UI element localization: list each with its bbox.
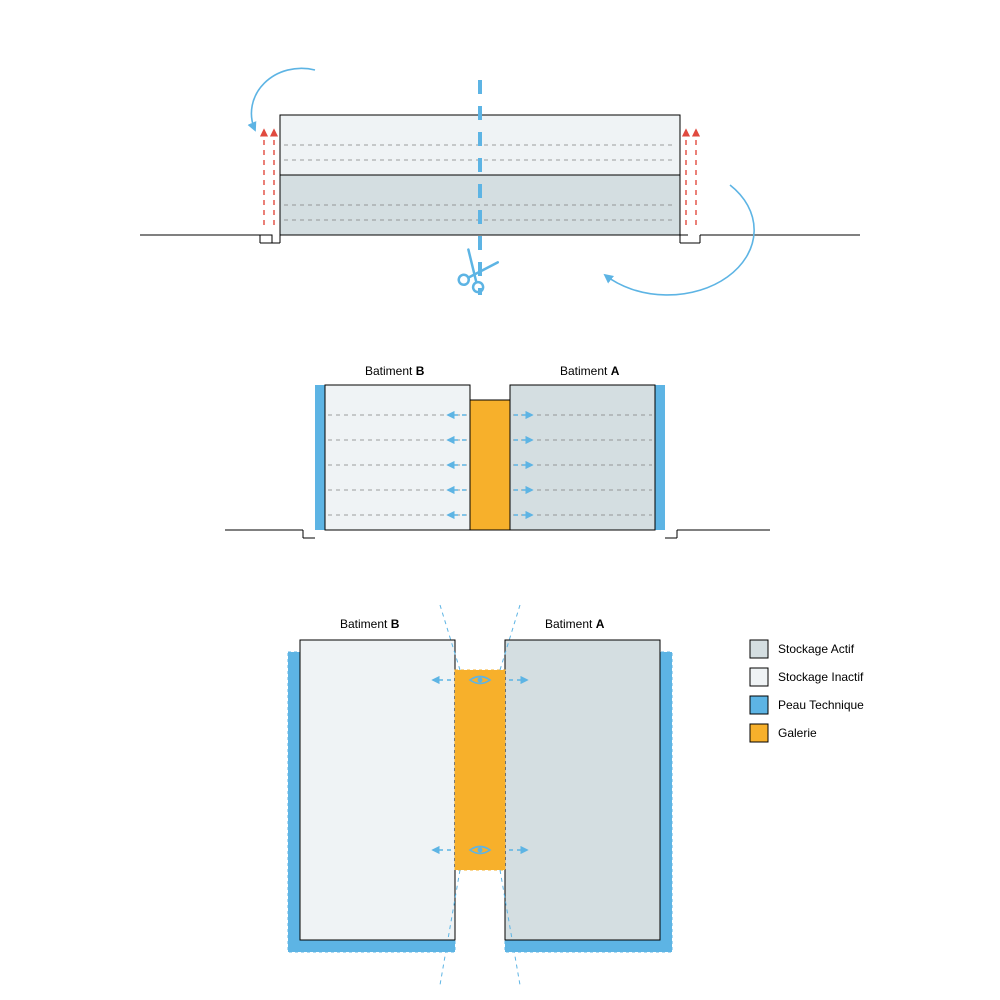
legend-label-technique: Peau Technique xyxy=(778,698,864,712)
legend-swatch-actif xyxy=(750,640,768,658)
legend-swatch-technique xyxy=(750,696,768,714)
legend-swatch-galerie xyxy=(750,724,768,742)
d2-label-b: Batiment B xyxy=(365,364,425,378)
d2-tech-right xyxy=(655,385,665,530)
d3-label-b: Batiment B xyxy=(340,617,400,631)
d2-galerie xyxy=(470,400,510,530)
d2-bat-b xyxy=(325,385,470,530)
diagram-canvas: Batiment B Batiment A Batiment B Batiment A… xyxy=(0,0,1000,1000)
d2-bat-a xyxy=(510,385,655,530)
legend-swatch-inactif xyxy=(750,668,768,686)
d2-tech-left xyxy=(315,385,325,530)
legend-label-galerie: Galerie xyxy=(778,726,817,740)
d3-galerie xyxy=(455,670,505,870)
d3-bat-b xyxy=(300,640,455,940)
d2-label-a: Batiment A xyxy=(560,364,620,378)
legend-label-actif: Stockage Actif xyxy=(778,642,855,656)
legend-label-inactif: Stockage Inactif xyxy=(778,670,864,684)
d3-bat-a xyxy=(505,640,660,940)
d3-label-a: Batiment A xyxy=(545,617,605,631)
